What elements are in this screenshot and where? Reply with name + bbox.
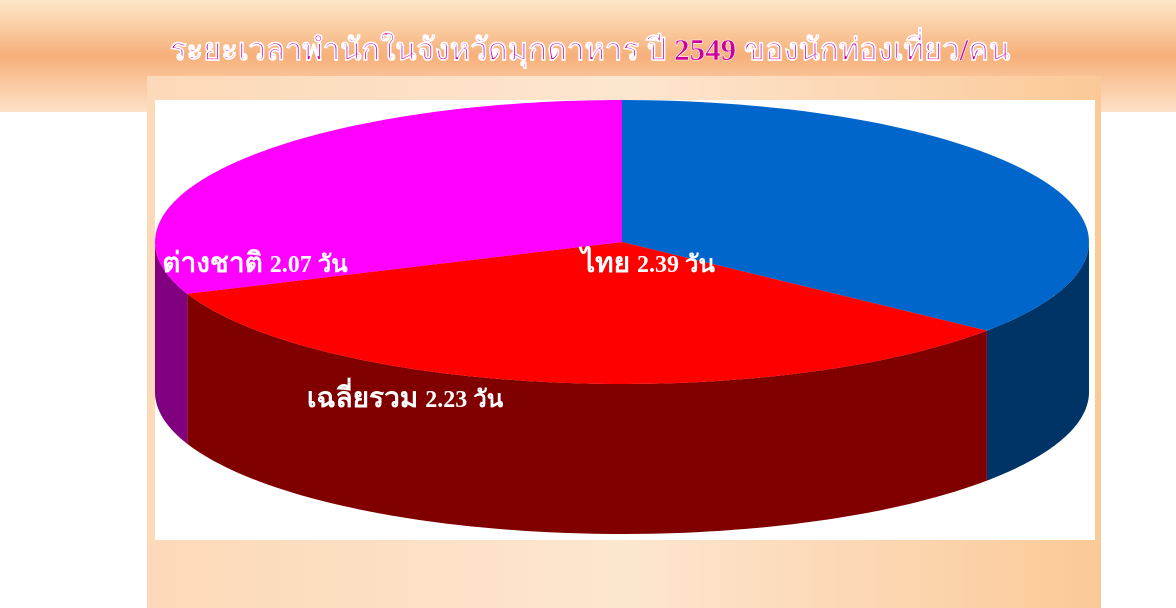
value-label: 2.23 วัน [425, 387, 503, 413]
pie-slice [187, 242, 987, 384]
data-label: ต่างชาติ 2.07 วัน [162, 248, 348, 279]
pie-slice [622, 100, 1089, 331]
pie [155, 100, 1089, 534]
category-label: ต่างชาติ [162, 248, 263, 279]
pie-slice [155, 100, 622, 294]
category-label: เฉลี่ยรวม [307, 377, 418, 414]
pie-side [187, 293, 987, 534]
value-label: 2.07 วัน [270, 252, 348, 278]
chart-title: ระยะเวลาพำนักในจังหวัดมุกดาหาร ปี 2549 ข… [170, 27, 1010, 69]
pie-side [986, 242, 1089, 481]
data-label: ไทย 2.39 วัน [578, 246, 715, 279]
data-label: เฉลี่ยรวม 2.23 วัน [307, 377, 504, 414]
category-label: ไทย [578, 246, 630, 279]
pie-side [155, 242, 188, 444]
value-label: 2.39 วัน [637, 252, 715, 278]
